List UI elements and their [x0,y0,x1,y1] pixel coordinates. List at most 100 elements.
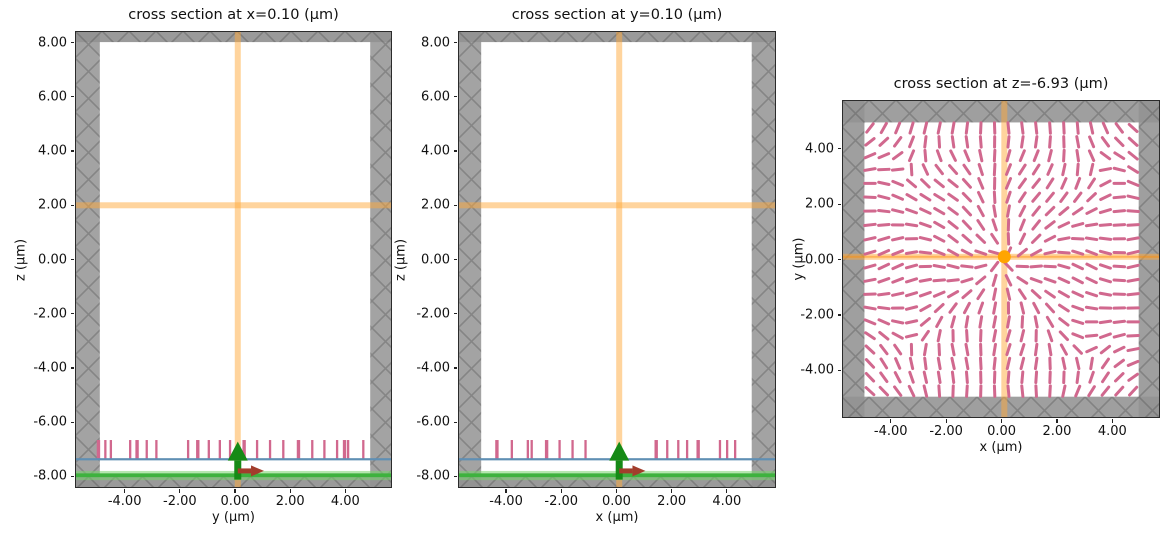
director-dash [1098,291,1113,297]
director-dash [1101,371,1110,384]
x-tick-mark [1111,419,1113,423]
grating-tooth [571,440,574,460]
director-dash [1046,163,1054,176]
x-axis-label-x: y (μm) [212,510,255,525]
crosshair-hline [458,202,776,209]
director-dash [1099,193,1112,202]
director-dash [918,290,932,298]
director-dash [891,331,904,340]
director-dash [909,162,914,177]
y-tick-mark [70,313,74,315]
director-dash [1057,276,1071,284]
director-dash [974,249,988,256]
director-dash [946,248,960,257]
director-dash [1005,163,1012,176]
director-dash [1020,315,1025,329]
director-dash [1060,177,1068,190]
y-tick-label: 2.00 [421,197,450,213]
y-tick-mark [70,96,74,98]
panel-plot-area-z [842,100,1160,418]
grating-tooth [510,440,513,460]
director-dash [905,207,918,215]
director-dash [961,177,972,189]
director-dash [1071,249,1085,256]
y-tick-mark [453,313,457,315]
director-dash [1057,303,1070,313]
y-tick-label: 0.00 [805,252,834,268]
y-tick-label: -6.00 [416,414,450,430]
director-dash [1099,344,1112,355]
director-dash [1030,289,1042,300]
director-dash [1033,356,1039,371]
x-tick-label: 4.00 [712,494,742,509]
grating-tooth [362,440,365,460]
y-tick-mark [453,367,457,369]
x-tick-label: -2.00 [163,494,197,509]
director-dash [1033,135,1039,149]
director-dash [863,236,877,242]
director-dash [1126,263,1140,270]
director-dash [863,249,877,256]
y-tick-label: 4.00 [421,143,450,159]
director-dash [961,219,973,231]
director-dash [1088,135,1096,149]
director-dash [922,342,928,357]
director-dash [991,218,998,232]
director-dash [1100,136,1111,148]
director-dash [974,263,988,270]
source-right-arrow-shaft [619,468,633,474]
director-dash [1048,135,1052,149]
director-dash [908,356,915,371]
director-dash [1031,163,1041,176]
director-dash [879,357,889,370]
director-dash [1071,262,1084,271]
director-dash [1043,234,1057,243]
director-dash [1126,249,1140,256]
y-tick-label: -2.00 [800,307,834,323]
director-dash [918,277,933,283]
y-tick-mark [453,96,457,98]
director-dash [1071,332,1085,340]
grating-tooth [207,440,210,460]
director-dash [918,221,932,229]
director-dash [877,222,891,227]
director-dash [863,305,877,311]
grating-tooth [311,440,314,460]
director-dash [950,315,956,329]
director-dash [977,177,985,190]
panel-cross-section-x: cross section at x=0.10 (μm) y (μm) z (μm)… [14,7,392,525]
grating-tooth [155,440,158,460]
source-right-arrow-head [251,465,264,477]
director-dash [877,235,891,242]
director-dash [1018,218,1026,232]
panel-plot-area-x [75,31,392,488]
director-dash [1112,264,1127,269]
grating-tooth [544,440,549,460]
y-tick-label: 8.00 [38,35,67,51]
director-dash [1057,290,1070,299]
director-dash [1085,207,1098,215]
director-dash [949,149,957,162]
director-dash [1127,136,1139,147]
director-dash [1098,167,1113,172]
y-tick-mark [453,475,457,477]
director-dash [864,331,876,341]
director-dash [863,263,877,270]
director-dash [1112,332,1126,339]
director-dash [1126,209,1140,213]
origin-dot [997,250,1011,264]
director-dash [1098,223,1113,227]
director-dash [893,385,903,397]
director-dash [922,370,929,384]
y-axis-label-x: z (μm) [13,238,29,281]
grating-tooth [104,440,107,460]
x-tick-mark [124,489,126,493]
grating-tooth [666,440,669,460]
y-tick-label: 4.00 [805,141,834,157]
director-dash [863,167,877,172]
y-tick-label: -6.00 [33,414,67,430]
director-dash [1018,204,1027,218]
y-tick-mark [70,204,74,206]
director-dash [1098,208,1112,215]
director-dash [1071,290,1085,298]
